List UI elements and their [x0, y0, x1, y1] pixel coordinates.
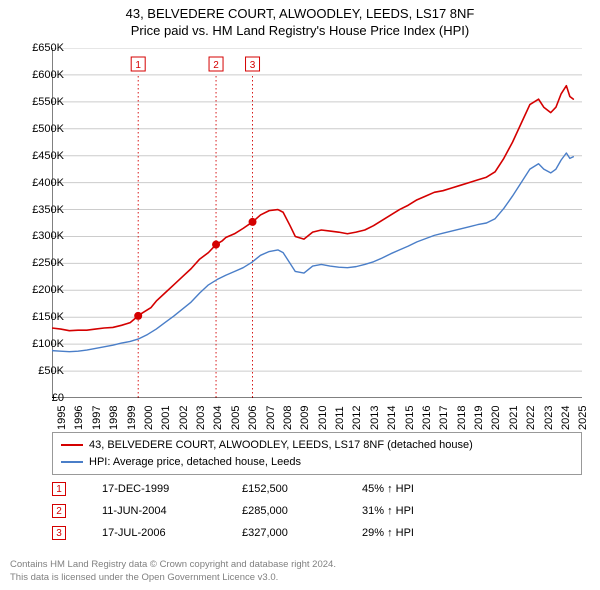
- event-row: 3 17-JUL-2006 £327,000 29% ↑ HPI: [52, 522, 414, 544]
- x-tick-label: 1996: [73, 406, 85, 430]
- x-tick-label: 2011: [334, 406, 346, 430]
- x-tick-label: 2018: [456, 406, 468, 430]
- y-tick-label: £150K: [14, 311, 64, 323]
- x-tick-label: 2012: [351, 406, 363, 430]
- legend-row: 43, BELVEDERE COURT, ALWOODLEY, LEEDS, L…: [61, 437, 573, 454]
- x-tick-label: 2016: [421, 406, 433, 430]
- x-tick-label: 2022: [525, 406, 537, 430]
- line-chart: 1 2 3: [52, 48, 582, 398]
- x-tick-label: 2025: [577, 406, 589, 430]
- svg-text:2: 2: [213, 60, 219, 71]
- svg-text:3: 3: [250, 60, 256, 71]
- legend-row: HPI: Average price, detached house, Leed…: [61, 454, 573, 471]
- x-tick-label: 2020: [490, 406, 502, 430]
- event-price: £152,500: [242, 483, 362, 495]
- event-date: 17-JUL-2006: [102, 527, 242, 539]
- svg-text:1: 1: [135, 60, 141, 71]
- x-tick-label: 2000: [143, 406, 155, 430]
- x-tick-label: 2014: [386, 406, 398, 430]
- x-tick-label: 2021: [508, 406, 520, 430]
- event-price: £285,000: [242, 505, 362, 517]
- y-tick-label: £100K: [14, 338, 64, 350]
- event-delta: 31% ↑ HPI: [362, 505, 414, 517]
- legend-label: 43, BELVEDERE COURT, ALWOODLEY, LEEDS, L…: [89, 437, 473, 454]
- y-tick-label: £550K: [14, 96, 64, 108]
- event-marker: 2: [52, 504, 66, 518]
- x-tick-label: 2009: [299, 406, 311, 430]
- y-tick-label: £500K: [14, 123, 64, 135]
- x-tick-label: 1997: [91, 406, 103, 430]
- x-tick-label: 1999: [126, 406, 138, 430]
- x-tick-label: 2013: [369, 406, 381, 430]
- title-block: 43, BELVEDERE COURT, ALWOODLEY, LEEDS, L…: [0, 0, 600, 40]
- legend: 43, BELVEDERE COURT, ALWOODLEY, LEEDS, L…: [52, 432, 582, 475]
- footer-line-2: This data is licensed under the Open Gov…: [10, 572, 336, 584]
- event-row: 1 17-DEC-1999 £152,500 45% ↑ HPI: [52, 478, 414, 500]
- x-tick-label: 2015: [404, 406, 416, 430]
- legend-label: HPI: Average price, detached house, Leed…: [89, 454, 301, 471]
- legend-swatch: [61, 444, 83, 446]
- footer: Contains HM Land Registry data © Crown c…: [10, 559, 336, 584]
- x-tick-label: 2004: [212, 406, 224, 430]
- x-tick-label: 2007: [265, 406, 277, 430]
- event-date: 17-DEC-1999: [102, 483, 242, 495]
- y-tick-label: £400K: [14, 177, 64, 189]
- title-line-2: Price paid vs. HM Land Registry's House …: [0, 23, 600, 40]
- x-tick-label: 2023: [543, 406, 555, 430]
- x-tick-label: 2002: [178, 406, 190, 430]
- event-row: 2 11-JUN-2004 £285,000 31% ↑ HPI: [52, 500, 414, 522]
- y-tick-label: £300K: [14, 230, 64, 242]
- y-tick-label: £250K: [14, 257, 64, 269]
- x-tick-label: 2003: [195, 406, 207, 430]
- event-delta: 29% ↑ HPI: [362, 527, 414, 539]
- y-tick-label: £200K: [14, 284, 64, 296]
- y-tick-label: £450K: [14, 150, 64, 162]
- x-tick-label: 2017: [438, 406, 450, 430]
- x-tick-label: 2024: [560, 406, 572, 430]
- y-tick-label: £600K: [14, 69, 64, 81]
- event-date: 11-JUN-2004: [102, 505, 242, 517]
- chart-container: 43, BELVEDERE COURT, ALWOODLEY, LEEDS, L…: [0, 0, 600, 590]
- event-price: £327,000: [242, 527, 362, 539]
- x-tick-label: 2010: [317, 406, 329, 430]
- y-tick-label: £0: [14, 392, 64, 404]
- x-tick-label: 1998: [108, 406, 120, 430]
- events-table: 1 17-DEC-1999 £152,500 45% ↑ HPI 2 11-JU…: [52, 478, 414, 544]
- event-delta: 45% ↑ HPI: [362, 483, 414, 495]
- y-tick-label: £350K: [14, 204, 64, 216]
- title-line-1: 43, BELVEDERE COURT, ALWOODLEY, LEEDS, L…: [0, 6, 600, 23]
- x-tick-label: 2006: [247, 406, 259, 430]
- x-tick-label: 2008: [282, 406, 294, 430]
- legend-swatch: [61, 461, 83, 463]
- footer-line-1: Contains HM Land Registry data © Crown c…: [10, 559, 336, 571]
- x-tick-label: 2019: [473, 406, 485, 430]
- y-tick-label: £50K: [14, 365, 64, 377]
- x-tick-label: 2001: [160, 406, 172, 430]
- y-tick-label: £650K: [14, 42, 64, 54]
- x-tick-label: 2005: [230, 406, 242, 430]
- x-tick-label: 1995: [56, 406, 68, 430]
- event-marker: 1: [52, 482, 66, 496]
- event-marker: 3: [52, 526, 66, 540]
